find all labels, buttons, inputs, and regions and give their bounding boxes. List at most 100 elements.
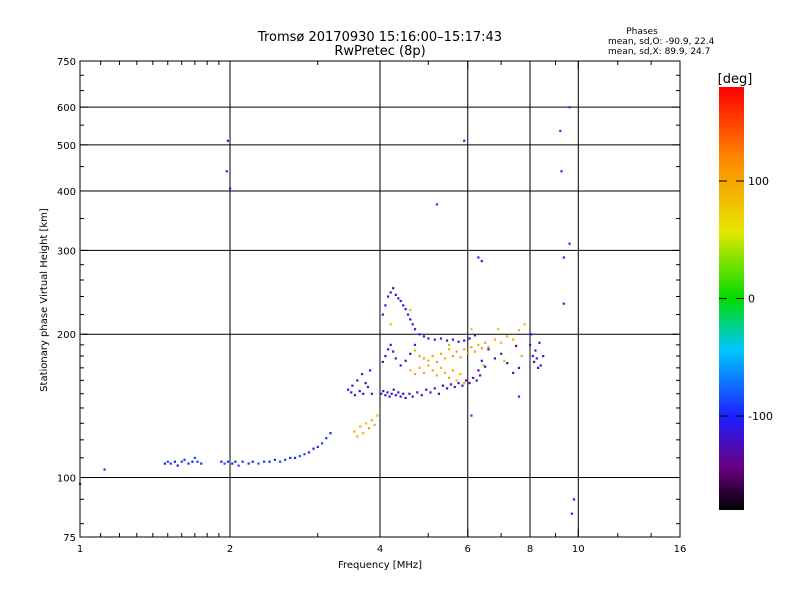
data-point: [470, 414, 473, 417]
phases-heading: Phases: [626, 27, 658, 37]
data-point: [365, 422, 368, 425]
data-point: [435, 360, 438, 363]
data-point: [487, 346, 490, 349]
grid-lines: [80, 61, 680, 537]
data-point: [384, 355, 387, 358]
data-point: [445, 339, 449, 342]
data-point: [289, 456, 292, 459]
data-point: [373, 423, 376, 427]
x-tick-label: 2: [227, 544, 233, 555]
data-point: [397, 391, 400, 394]
data-point: [388, 395, 391, 398]
data-point: [312, 447, 315, 450]
data-point: [193, 456, 196, 459]
data-point: [416, 391, 419, 394]
data-point: [381, 313, 384, 316]
data-point: [447, 348, 451, 351]
data-point: [559, 129, 562, 132]
data-point: [480, 260, 483, 263]
phases-legend: Phases mean, sd,O: -90.9, 22.4 mean, sd,…: [608, 27, 715, 57]
data-point: [229, 187, 232, 190]
title-group: Tromsø 20170930 15:16:00–15:17:43 RwPret…: [257, 30, 502, 59]
data-point: [187, 462, 190, 465]
data-point: [366, 385, 369, 389]
data-point: [356, 379, 359, 382]
data-point: [477, 343, 480, 346]
data-point: [530, 333, 533, 336]
data-points: [79, 106, 576, 515]
data-point: [402, 392, 405, 395]
data-point: [404, 396, 407, 400]
data-point: [418, 333, 421, 336]
data-point: [506, 335, 509, 338]
data-point: [293, 456, 297, 459]
data-point: [367, 427, 371, 430]
data-point: [427, 364, 430, 367]
data-point: [298, 455, 301, 458]
data-point: [394, 357, 397, 360]
data-point: [257, 462, 260, 465]
data-point: [409, 308, 412, 312]
y-tick-label: 750: [57, 57, 76, 68]
data-point: [251, 460, 254, 463]
data-point: [463, 348, 466, 351]
data-point: [441, 384, 445, 387]
data-point: [439, 337, 443, 340]
data-point: [466, 351, 469, 354]
x-axis-ticks: 1 2 4 6 8 10 16: [77, 61, 686, 555]
data-point: [358, 390, 361, 393]
data-point: [468, 382, 471, 385]
data-point: [451, 338, 454, 341]
data-point: [362, 392, 365, 395]
data-point: [392, 287, 395, 290]
colorbar-tick-label: 0: [748, 293, 755, 306]
y-tick-label: 400: [57, 187, 76, 198]
data-point: [103, 468, 106, 471]
phases-line-x: mean, sd,X: 89.9, 24.7: [608, 47, 710, 57]
data-point: [350, 391, 353, 394]
y-axis-ticks: 75 100 200 300 400 500 600 750: [57, 57, 680, 544]
data-point: [463, 339, 466, 342]
data-point: [493, 338, 496, 341]
data-point: [321, 442, 324, 445]
data-point: [382, 390, 385, 393]
y-tick-label: 200: [57, 330, 76, 341]
y-axis-label: Stationary phase Virtual Height [km]: [39, 208, 50, 392]
data-point: [542, 355, 545, 358]
data-point: [413, 349, 417, 352]
data-point: [247, 462, 250, 465]
data-point: [506, 362, 509, 365]
chart-title: Tromsø 20170930 15:16:00–15:17:43: [257, 30, 502, 45]
data-point: [427, 359, 430, 362]
data-point: [237, 464, 240, 467]
x-tick-label: 4: [377, 544, 383, 555]
data-point: [325, 437, 328, 440]
data-point: [497, 328, 500, 331]
data-point: [425, 388, 428, 391]
data-point: [422, 335, 426, 338]
data-point: [523, 323, 526, 326]
data-point: [537, 366, 540, 369]
data-point: [463, 139, 466, 142]
data-point: [166, 460, 169, 463]
data-point: [413, 328, 417, 331]
data-point: [534, 349, 537, 352]
data-point: [484, 341, 487, 344]
data-point: [429, 391, 432, 394]
data-point: [431, 369, 434, 372]
data-point: [404, 359, 407, 362]
data-point: [418, 355, 421, 358]
data-point: [459, 356, 462, 359]
colorbar-tick-label: -100: [748, 410, 773, 423]
data-point: [515, 344, 518, 348]
data-point: [392, 350, 395, 353]
data-point: [234, 460, 237, 463]
data-point: [404, 308, 407, 311]
data-point: [473, 334, 476, 337]
y-tick-label: 75: [63, 533, 76, 544]
data-point: [447, 343, 451, 346]
data-point: [397, 297, 400, 300]
data-point: [451, 355, 454, 358]
data-point: [427, 337, 430, 340]
